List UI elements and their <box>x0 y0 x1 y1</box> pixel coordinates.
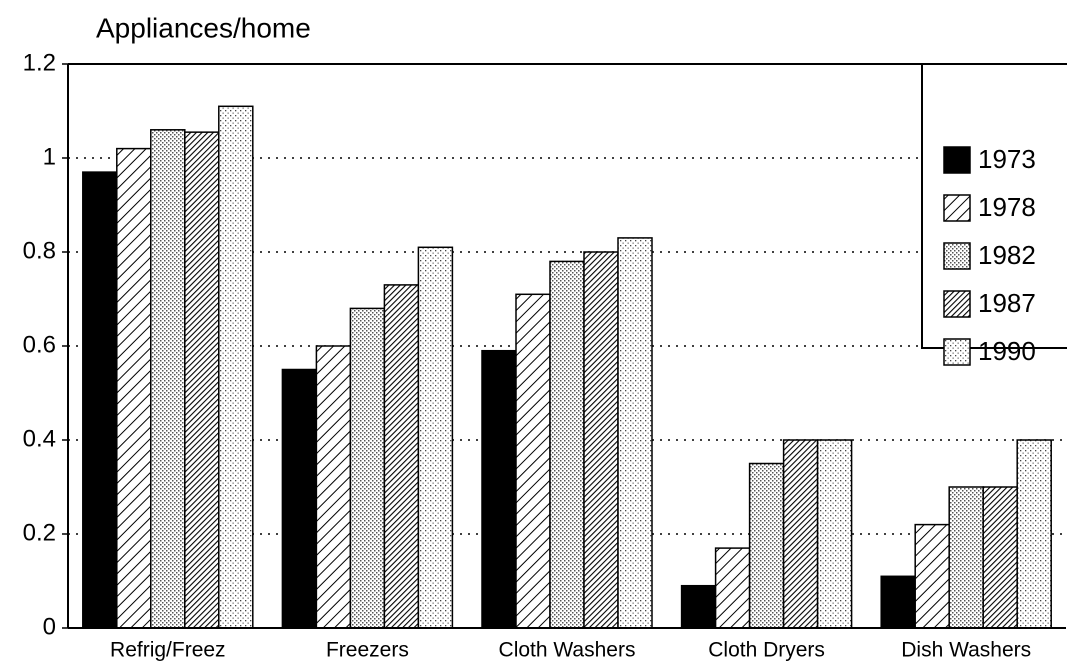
bar <box>349 307 386 629</box>
legend-swatch <box>943 194 971 222</box>
bar <box>782 439 819 629</box>
bar <box>748 462 785 629</box>
legend-swatch <box>943 146 971 174</box>
y-tick-label: 0.8 <box>23 237 56 264</box>
bar <box>549 260 585 629</box>
y-tick-label: 0 <box>43 613 56 640</box>
legend-label: 1982 <box>978 240 1036 270</box>
bar <box>218 105 254 629</box>
bar <box>1016 439 1052 629</box>
chart-title: Appliances/home <box>96 12 311 43</box>
y-tick-label: 0.4 <box>23 425 56 452</box>
bar <box>150 129 186 629</box>
y-tick-label: 0.2 <box>23 519 56 546</box>
legend-label: 1987 <box>978 288 1036 318</box>
legend-label: 1990 <box>978 336 1036 366</box>
bar <box>948 486 984 629</box>
bar <box>281 368 318 629</box>
legend-swatch <box>943 338 971 366</box>
y-tick-label: 1.2 <box>23 49 56 76</box>
bar <box>315 345 352 629</box>
x-tick-label: Cloth Washers <box>499 639 636 662</box>
y-tick-label: 1 <box>43 143 56 170</box>
bar <box>714 547 751 629</box>
bar <box>914 523 950 629</box>
legend-label: 1978 <box>978 192 1036 222</box>
legend-box <box>921 63 1067 349</box>
legend-label: 1973 <box>978 144 1036 174</box>
x-tick-label: Refrig/Freez <box>110 639 226 662</box>
bar <box>617 237 653 629</box>
x-tick-label: Freezers <box>326 639 409 662</box>
legend-swatch <box>943 242 971 270</box>
legend-swatch <box>943 290 971 318</box>
bar <box>116 147 152 629</box>
bar <box>680 584 717 629</box>
bar <box>880 575 916 629</box>
bar <box>82 171 118 629</box>
bar <box>816 439 853 629</box>
bar <box>184 131 220 629</box>
y-tick-label: 0.6 <box>23 331 56 358</box>
x-tick-label: Cloth Dryers <box>708 639 825 662</box>
bar <box>583 251 619 629</box>
bar <box>481 349 517 629</box>
x-tick-label: Dish Washers <box>901 639 1031 662</box>
bar <box>383 284 420 629</box>
bar <box>417 246 454 629</box>
bar <box>982 486 1018 629</box>
bar <box>515 293 551 629</box>
